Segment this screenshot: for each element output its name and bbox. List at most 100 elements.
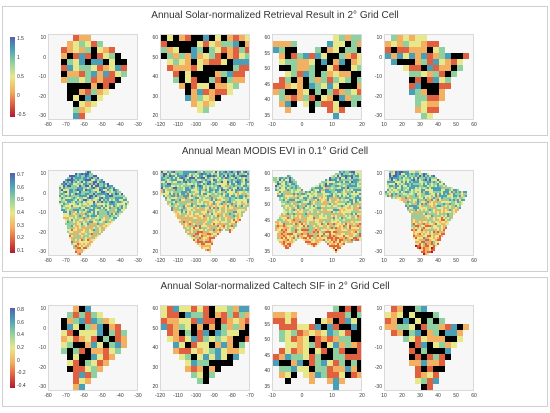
grid-cell: [329, 237, 331, 239]
colorbar-tick-label: 0.2: [17, 235, 24, 242]
grid-cell: [101, 191, 103, 193]
grid-cell: [191, 189, 193, 191]
grid-cell: [323, 237, 325, 239]
grid-cell: [297, 207, 299, 209]
grid-cell: [203, 205, 205, 207]
grid-cell: [431, 221, 433, 223]
grid-cell: [197, 239, 199, 241]
grid-cell: [209, 209, 211, 211]
grid-cell: [321, 199, 323, 201]
grid-cell: [107, 193, 109, 195]
grid-cell: [435, 209, 437, 211]
grid-cell: [281, 199, 283, 201]
grid-cell: [415, 189, 417, 191]
grid-cell: [327, 221, 329, 223]
grid-cell: [321, 53, 327, 59]
grid-cell: [421, 189, 423, 191]
grid-cell: [217, 175, 219, 177]
grid-cell: [341, 209, 343, 211]
grid-cell: [337, 195, 339, 197]
grid-cell: [241, 183, 243, 185]
grid-cell: [175, 205, 177, 207]
grid-cell: [205, 247, 207, 249]
grid-cell: [181, 185, 183, 187]
grid-cell: [95, 191, 97, 193]
grid-cell: [357, 35, 361, 41]
grid-cell: [105, 203, 107, 205]
grid-cell: [333, 237, 335, 239]
grid-cell: [69, 203, 71, 205]
grid-cell: [197, 237, 199, 239]
grid-cell: [299, 187, 301, 189]
grid-cell: [391, 177, 393, 179]
grid-cell: [167, 191, 169, 193]
grid-cell: [191, 89, 197, 95]
grid-cell: [395, 181, 397, 183]
grid-cell: [187, 225, 189, 227]
grid-cell: [73, 181, 75, 183]
grid-cell: [315, 191, 317, 193]
grid-cell: [293, 233, 295, 235]
grid-cell: [317, 215, 319, 217]
grid-cell: [73, 47, 79, 53]
grid-cell: [87, 187, 89, 189]
grid-cell: [85, 219, 87, 221]
grid-cell: [73, 89, 79, 95]
grid-cell: [115, 189, 117, 191]
grid-cell: [295, 193, 297, 195]
grid-cell: [107, 195, 109, 197]
grid-cell: [207, 173, 209, 175]
grid-cell: [107, 189, 109, 191]
grid-cell: [89, 245, 91, 247]
grid-cell: [277, 225, 279, 227]
grid-cell: [189, 191, 191, 193]
grid-cell: [85, 107, 91, 113]
grid-cell: [215, 199, 217, 201]
grid-cell: [305, 215, 307, 217]
grid-cell: [183, 191, 185, 193]
grid-cell: [79, 213, 81, 215]
grid-cell: [409, 209, 411, 211]
grid-cell: [225, 179, 227, 181]
grid-cell: [397, 171, 399, 173]
grid-cell: [357, 233, 359, 235]
grid-cell: [409, 199, 411, 201]
grid-cell: [429, 207, 431, 209]
grid-cell: [361, 207, 362, 209]
grid-cell: [351, 189, 353, 191]
grid-cell: [331, 205, 333, 207]
grid-cell: [297, 189, 299, 191]
grid-cell: [99, 209, 101, 211]
grid-cell: [451, 71, 457, 77]
grid-cell: [327, 201, 329, 203]
grid-cell: [461, 197, 463, 199]
grid-cell: [439, 187, 441, 189]
grid-cell: [281, 187, 283, 189]
grid-cell: [175, 177, 177, 179]
grid-cell: [237, 179, 239, 181]
grid-cell: [413, 197, 415, 199]
grid-cell: [67, 207, 69, 209]
grid-cell: [347, 217, 349, 219]
grid-cell: [461, 195, 463, 197]
grid-cell: [457, 195, 459, 197]
grid-cell: [427, 95, 433, 101]
grid-cell: [423, 181, 425, 183]
grid-cell: [409, 89, 415, 95]
grid-cell: [443, 229, 445, 231]
grid-cell: [181, 207, 183, 209]
grid-cell: [221, 229, 223, 231]
grid-cell: [197, 207, 199, 209]
grid-cell: [99, 219, 101, 221]
grid-cell: [101, 221, 103, 223]
grid-cell: [245, 35, 249, 41]
grid-cell: [409, 175, 411, 177]
grid-cell: [203, 41, 209, 47]
grid-cell: [295, 195, 297, 197]
grid-cell: [211, 179, 213, 181]
grid-cell: [245, 173, 247, 175]
grid-cell: [69, 195, 71, 197]
grid-cell: [189, 187, 191, 189]
grid-cell: [411, 201, 413, 203]
grid-cell: [335, 211, 337, 213]
